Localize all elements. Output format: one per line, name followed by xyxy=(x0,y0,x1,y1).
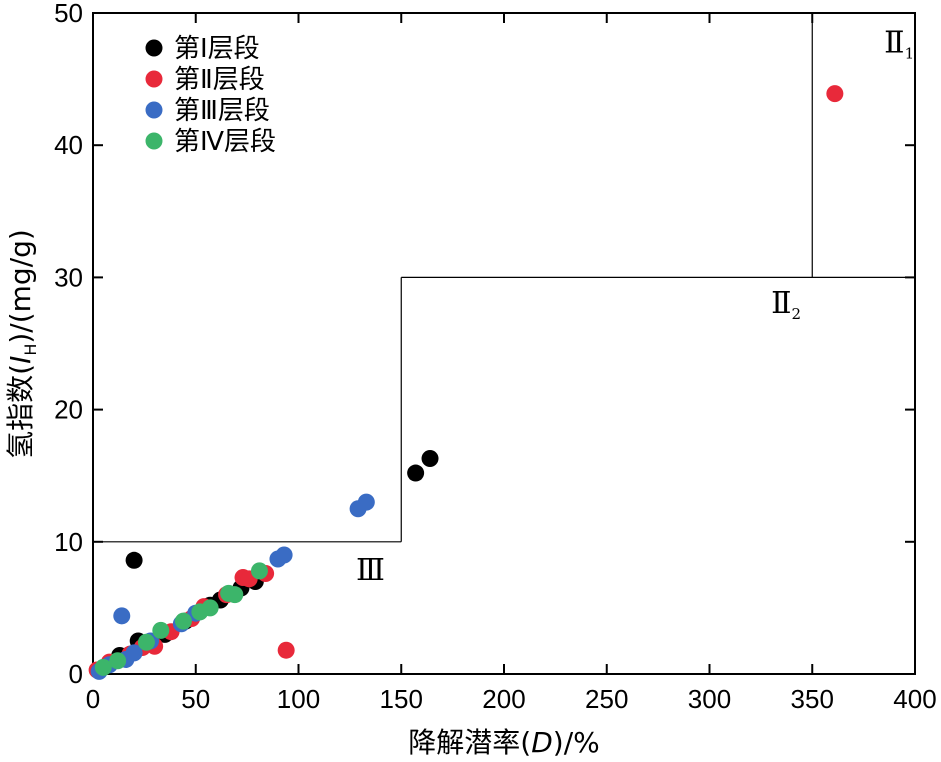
y-tick-label: 10 xyxy=(54,527,83,557)
y-tick-label: 20 xyxy=(54,395,83,425)
legend-marker xyxy=(145,132,163,150)
data-point-series-4 xyxy=(109,652,127,670)
legend-label: 第Ⅱ层段 xyxy=(174,65,265,95)
data-point-series-3 xyxy=(275,546,293,564)
y-tick-label: 40 xyxy=(54,130,83,160)
x-tick-label: 100 xyxy=(277,684,320,714)
data-point-series-2 xyxy=(826,85,844,103)
legend-label: 第Ⅰ层段 xyxy=(174,34,260,64)
legend-marker xyxy=(145,101,163,119)
region-label: Ⅱ2 xyxy=(771,286,801,323)
y-axis-title: 氢指数(IH)/(mg/g) xyxy=(4,229,40,459)
region-label: Ⅱ1 xyxy=(884,26,914,63)
data-point-series-4 xyxy=(174,612,192,630)
x-tick-label: 400 xyxy=(893,684,936,714)
x-tick-label: 350 xyxy=(791,684,834,714)
x-tick-label: 0 xyxy=(86,684,100,714)
data-point-series-1 xyxy=(407,464,425,482)
x-tick-label: 200 xyxy=(482,684,525,714)
x-tick-label: 50 xyxy=(181,684,210,714)
data-point-series-4 xyxy=(94,658,112,676)
x-axis-title: 降解潜率(D)/% xyxy=(408,726,599,759)
legend-label: 第Ⅳ层段 xyxy=(174,127,276,157)
x-tick-label: 300 xyxy=(688,684,731,714)
legend-label: 第Ⅲ层段 xyxy=(174,96,270,126)
region-labels: Ⅱ1 Ⅱ2 Ⅲ xyxy=(356,26,914,588)
data-point-series-4 xyxy=(201,599,219,617)
legend-marker xyxy=(145,70,163,88)
data-point-series-4 xyxy=(250,562,268,580)
x-tick-label: 250 xyxy=(585,684,628,714)
data-points xyxy=(88,85,844,680)
data-point-series-3 xyxy=(113,607,131,625)
data-point-series-1 xyxy=(421,450,439,468)
data-point-series-4 xyxy=(226,586,244,604)
data-point-series-4 xyxy=(152,621,170,639)
y-tick-label: 50 xyxy=(54,0,83,28)
y-tick-label: 30 xyxy=(54,262,83,292)
x-tick-label: 150 xyxy=(380,684,423,714)
region-label: Ⅲ xyxy=(356,553,385,588)
data-point-series-3 xyxy=(357,493,375,511)
data-point-series-2 xyxy=(277,641,295,659)
y-tick-label: 0 xyxy=(69,659,83,689)
data-point-series-3 xyxy=(125,644,143,662)
data-point-series-1 xyxy=(125,551,143,569)
axis-ticks: 0 50 100 150 200 250 300 350 400 0 10 20 30 40 50 xyxy=(54,0,937,714)
legend-marker xyxy=(145,39,163,57)
data-point-series-4 xyxy=(137,633,155,651)
